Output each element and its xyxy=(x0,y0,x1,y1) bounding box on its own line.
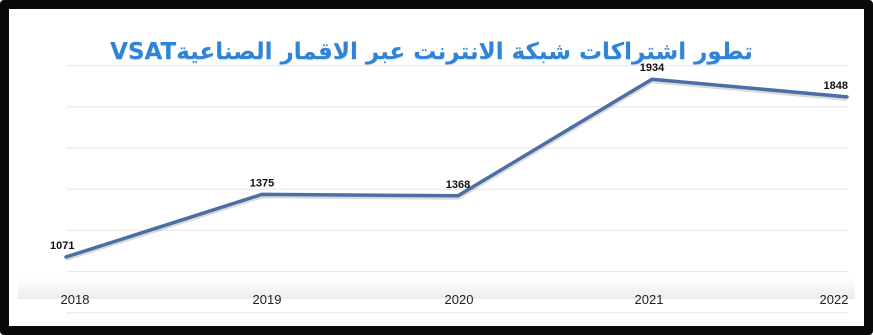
data-label: 1934 xyxy=(640,62,665,74)
x-tick-label: 2018 xyxy=(61,292,90,307)
data-label: 1368 xyxy=(446,179,470,191)
gridlines xyxy=(66,65,848,314)
data-labels: 1071 1375 1368 1934 1848 xyxy=(50,62,848,252)
chart-title: تطور اشتراكات شبكة الانترنت عبر الاقمار … xyxy=(110,39,753,65)
data-label: 1375 xyxy=(250,177,274,189)
series-lines xyxy=(64,77,849,261)
series-line-shadow xyxy=(65,79,848,261)
x-tick-label: 2019 xyxy=(253,292,282,307)
series-line xyxy=(64,77,849,259)
x-tick-label: 2022 xyxy=(820,292,849,307)
plot-bottom-band xyxy=(18,277,855,299)
data-label: 1848 xyxy=(824,80,848,92)
x-tick-label: 2020 xyxy=(445,292,474,307)
data-label: 1071 xyxy=(50,240,74,252)
x-tick-label: 2021 xyxy=(635,292,664,307)
x-axis-ticks: 2018 2019 2020 2021 2022 xyxy=(61,292,849,307)
